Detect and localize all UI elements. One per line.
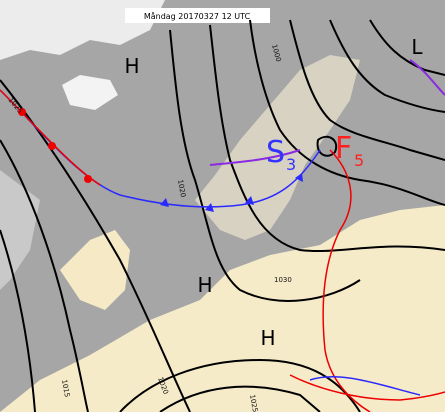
occluded-front — [209, 149, 301, 166]
high-center: H — [197, 273, 212, 297]
isobar-label: 1025 — [248, 394, 259, 412]
warm-front-east — [322, 149, 371, 412]
iceland — [62, 75, 118, 110]
warm-front-symbols — [18, 108, 92, 183]
system-letter: F — [335, 131, 352, 166]
high-center: H — [124, 54, 139, 78]
isobar-label: 1030 — [274, 276, 292, 284]
continent — [0, 205, 445, 412]
cold-front-symbols — [160, 173, 303, 212]
occluded-front-ne — [409, 59, 445, 96]
britain — [60, 230, 130, 310]
isobar-label: 1015 — [60, 379, 71, 398]
system-number: 5 — [354, 151, 364, 170]
high-center: H — [260, 326, 275, 350]
system-letter: S — [266, 135, 285, 170]
front-south — [289, 374, 445, 401]
scandinavia — [195, 55, 360, 240]
greenland — [0, 0, 165, 60]
cold-front-south — [309, 376, 421, 396]
isobar-label: 1020 — [176, 179, 187, 198]
map-title: Måndag 20170327 12 UTC — [144, 11, 251, 21]
low-center: L — [411, 35, 423, 59]
system-number: 3 — [286, 155, 296, 174]
title-box — [125, 8, 270, 23]
